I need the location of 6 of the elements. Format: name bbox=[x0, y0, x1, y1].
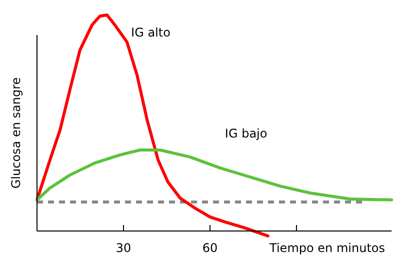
y-axis-title: Glucosa en sangre bbox=[9, 77, 23, 189]
x-tick-label: 60 bbox=[202, 241, 218, 255]
x-axis-title: Tiempo en minutos bbox=[268, 241, 385, 255]
text: IG bajo bbox=[224, 126, 268, 140]
x-tick-label: 30 bbox=[116, 241, 132, 255]
series-label: IG alto bbox=[131, 25, 170, 40]
